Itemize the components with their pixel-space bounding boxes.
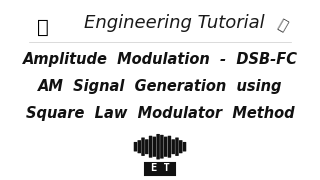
- FancyBboxPatch shape: [175, 138, 179, 156]
- Text: E T: E T: [151, 163, 169, 173]
- FancyBboxPatch shape: [183, 142, 186, 152]
- FancyBboxPatch shape: [160, 135, 164, 159]
- Text: Amplitude  Modulation  -  DSB-FC: Amplitude Modulation - DSB-FC: [22, 52, 298, 67]
- FancyBboxPatch shape: [153, 137, 156, 157]
- Text: 🎓: 🎓: [36, 18, 48, 37]
- FancyBboxPatch shape: [141, 138, 145, 156]
- Text: 🖊: 🖊: [275, 17, 289, 33]
- Text: Square  Law  Modulator  Method: Square Law Modulator Method: [26, 105, 294, 121]
- FancyBboxPatch shape: [149, 136, 152, 158]
- FancyBboxPatch shape: [138, 140, 141, 153]
- FancyBboxPatch shape: [164, 137, 167, 157]
- FancyBboxPatch shape: [156, 134, 160, 159]
- FancyBboxPatch shape: [172, 139, 175, 154]
- FancyBboxPatch shape: [134, 142, 137, 152]
- Text: Engineering Tutorial: Engineering Tutorial: [84, 14, 265, 32]
- FancyBboxPatch shape: [146, 163, 174, 175]
- FancyBboxPatch shape: [179, 140, 182, 153]
- FancyBboxPatch shape: [168, 136, 171, 158]
- Text: AM  Signal  Generation  using: AM Signal Generation using: [38, 79, 282, 94]
- FancyBboxPatch shape: [145, 139, 148, 154]
